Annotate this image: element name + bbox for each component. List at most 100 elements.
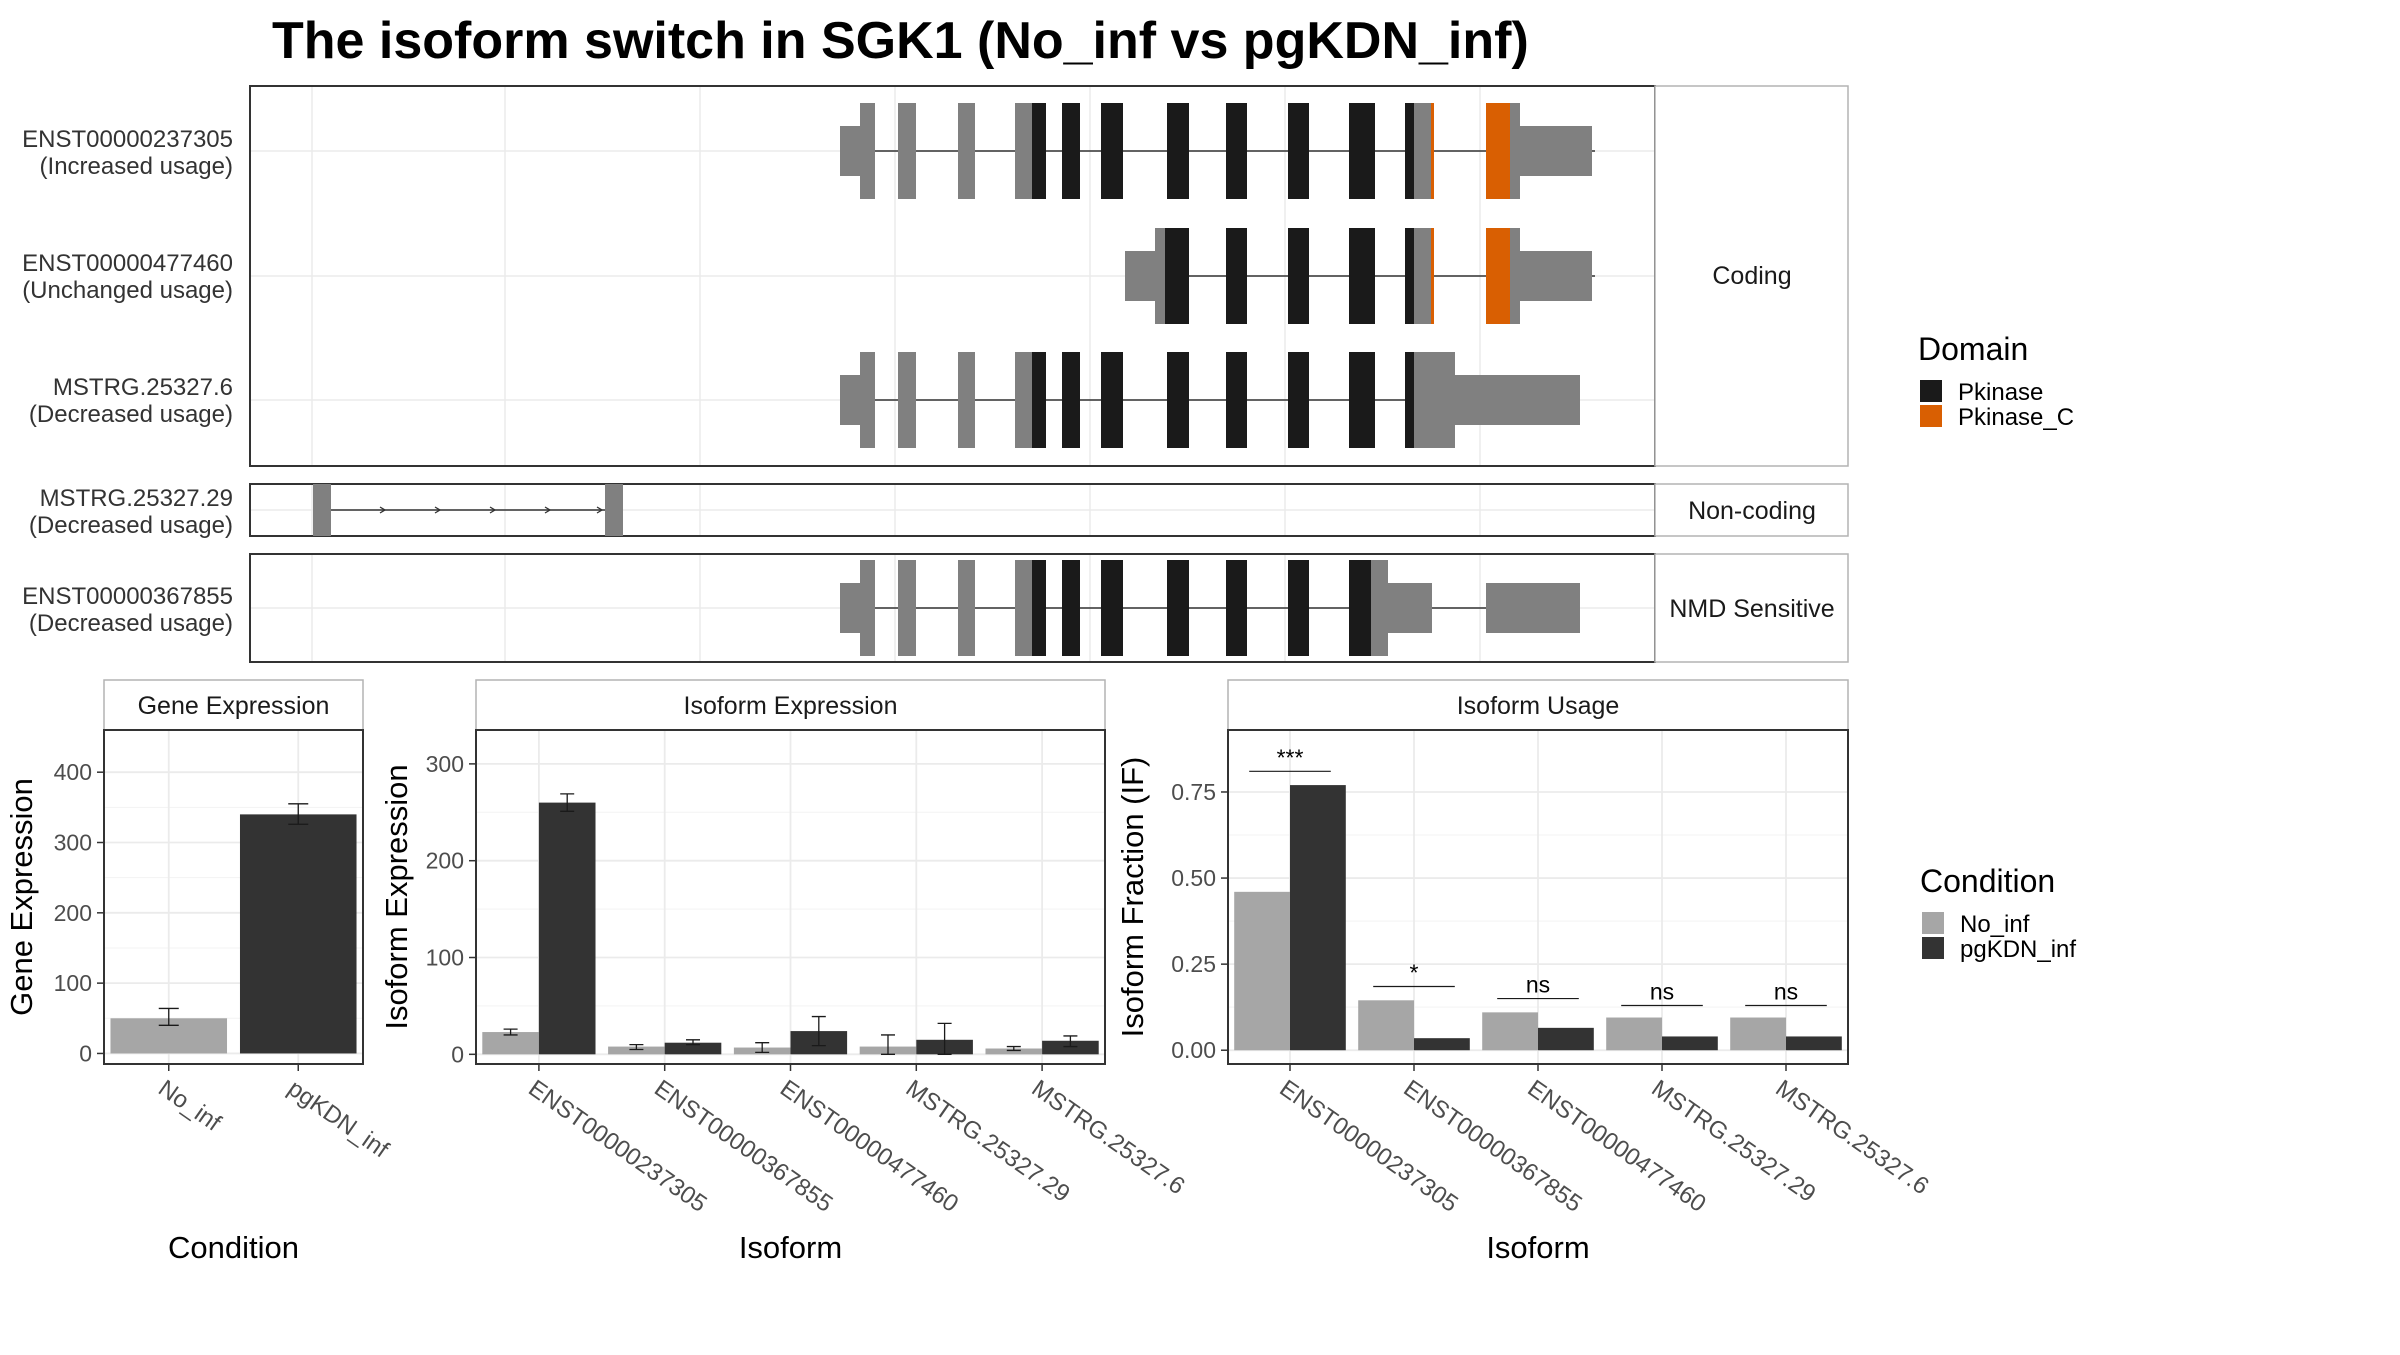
exon-block (1288, 103, 1309, 199)
exon-block (1101, 352, 1123, 448)
legend-swatch-pgkdn-inf (1922, 937, 1944, 959)
strand-arrow (596, 506, 604, 514)
exon-block (1015, 560, 1032, 656)
exon-block (1349, 103, 1375, 199)
exon-block (1226, 228, 1247, 324)
exon-block (1405, 228, 1414, 324)
transcript-usage-label: (Decreased usage) (29, 512, 233, 539)
exon-block (860, 352, 875, 448)
x-axis-label: Condition (168, 1230, 299, 1265)
error-bar (755, 1042, 770, 1054)
y-tick-label: 300 (54, 830, 92, 856)
strand-arrow (379, 506, 387, 514)
exon-block (313, 484, 331, 536)
noncoding-panel: Non-coding (249, 483, 1849, 537)
bar-pgkdn-inf (664, 1042, 722, 1055)
bar-no-inf (608, 1046, 665, 1055)
x-axis-label: Isoform (739, 1230, 842, 1265)
condition-legend-title: Condition (1920, 863, 2055, 899)
exon-block (1288, 228, 1309, 324)
exon-block (1032, 352, 1046, 448)
exon-block (1062, 352, 1080, 448)
nmd-strip-label: NMD Sensitive (1669, 595, 1834, 623)
bar-pgkdn-inf (1042, 1040, 1099, 1055)
exon-block (1167, 352, 1189, 448)
y-tick-label: 300 (426, 751, 464, 777)
exon-block (1405, 103, 1414, 199)
exon-block (1371, 560, 1388, 656)
exon-block (605, 484, 623, 536)
x-axis-label: Isoform (1486, 1230, 1589, 1265)
error-bar (503, 1028, 518, 1036)
panel-strip (103, 679, 364, 731)
exon-block (840, 126, 860, 176)
error-bar (288, 803, 309, 825)
transcript-usage-label: (Unchanged usage) (22, 277, 233, 304)
exon-block (1288, 560, 1309, 656)
significance-label: ns (1650, 978, 1674, 1004)
strand-arrow (544, 506, 552, 514)
significance-label: *** (1277, 744, 1304, 770)
coding-strip-label: Coding (1712, 262, 1791, 290)
exon-block (1455, 375, 1580, 425)
exon-block (898, 352, 916, 448)
significance-label: ns (1774, 978, 1798, 1004)
exon-block (1125, 251, 1155, 301)
transcript-usage-label: (Decreased usage) (29, 610, 233, 637)
exon-block (1226, 560, 1247, 656)
exon-block (898, 560, 916, 656)
x-tick-label: pgKDN_inf (283, 1075, 394, 1164)
bar-pgkdn-inf (538, 802, 596, 1055)
y-tick-label: 100 (426, 945, 464, 971)
isoform-usage-chart: Isoform Usage**** ns ns ns0.000.250.500.75E… (1115, 679, 1934, 1265)
exon-block (860, 103, 875, 199)
y-tick-label: 0.00 (1171, 1037, 1216, 1063)
strand-arrow (434, 506, 442, 514)
transcript-labels: ENST00000237305 (Increased usage) ENST00… (22, 126, 233, 637)
transcript-track-mstrg-25327-29 (313, 484, 623, 536)
nmd-strip (1654, 553, 1849, 663)
strand-arrow (489, 506, 497, 514)
y-tick-label: 200 (54, 900, 92, 926)
error-bar (686, 1039, 701, 1046)
isoform-expression-chart: Isoform Expression0100200300ENST00000237… (379, 679, 1190, 1265)
exon-block (1226, 103, 1247, 199)
bar-pgkdn-inf (1414, 1038, 1470, 1051)
exon-block (1414, 352, 1455, 448)
exon-block (1486, 228, 1510, 324)
exon-block (1388, 583, 1432, 633)
figure-title: The isoform switch in SGK1 (No_inf vs pg… (272, 12, 1529, 70)
exon-block (1349, 352, 1375, 448)
bar-pgkdn-inf (1662, 1036, 1718, 1051)
y-tick-label: 400 (54, 759, 92, 785)
exon-block (958, 560, 975, 656)
error-bar (1063, 1035, 1078, 1048)
legend-swatch-pkinase-c (1920, 405, 1942, 427)
exon-block (1349, 560, 1371, 656)
bar-no-inf (1730, 1017, 1786, 1051)
exon-block (1167, 560, 1189, 656)
significance-label: * (1410, 960, 1419, 986)
y-axis-label: Isoform Expression (379, 764, 414, 1029)
exon-block (840, 375, 860, 425)
y-tick-label: 0 (79, 1040, 92, 1066)
exon-block (1226, 352, 1247, 448)
y-tick-label: 0.75 (1171, 779, 1216, 805)
legend-label-no-inf: No_inf (1960, 911, 2030, 938)
error-bar (560, 793, 575, 812)
exon-block (860, 560, 875, 656)
transcript-id-label: ENST00000237305 (22, 126, 233, 153)
exon-block (1405, 352, 1414, 448)
x-tick-label: No_inf (153, 1075, 226, 1137)
bar-no-inf (1482, 1012, 1538, 1051)
coding-strip (1654, 85, 1849, 467)
exon-block (1486, 103, 1510, 199)
legend-swatch-pkinase (1920, 380, 1942, 402)
legend-swatch-no-inf (1922, 912, 1944, 934)
exon-block (1431, 228, 1434, 324)
y-tick-label: 0 (451, 1041, 464, 1067)
significance-label: ns (1526, 972, 1550, 998)
transcript-id-label: MSTRG.25327.29 (40, 485, 233, 512)
exon-block (1510, 228, 1520, 324)
